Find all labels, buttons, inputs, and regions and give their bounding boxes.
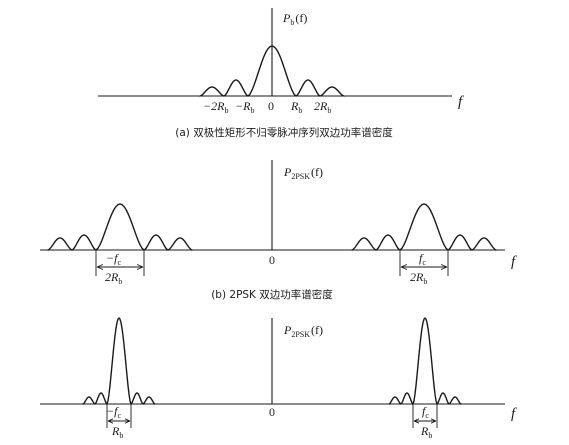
panel-b-origin-label: 0 xyxy=(269,253,275,267)
panel-a-x-label: f xyxy=(458,94,464,110)
panel-b-right-width-label: 2Rb xyxy=(410,270,427,286)
panel-c-spectrum-curve xyxy=(82,317,462,405)
panel-a-caption: (a) 双极性矩形不归零脉冲序列双边功率谱密度 xyxy=(175,126,393,139)
tick-label-neg-rb: −Rb xyxy=(235,99,254,115)
tick-label-zero: 0 xyxy=(268,99,274,113)
panel-b: P2PSK(f) f 0 −fc 2Rb fc 2Rb (b) 2PSK 双边功… xyxy=(40,160,517,301)
panel-c-left-width-label: Rb xyxy=(111,424,123,440)
panel-c-right-width-label: Rb xyxy=(420,424,432,440)
panel-b-x-label: f xyxy=(511,254,517,270)
panel-c-right-bandwidth-marker: fc Rb xyxy=(412,404,438,440)
panel-c: P2PSK(f) f 0 −fc Rb fc Rb xyxy=(40,317,517,440)
panel-b-left-bandwidth-marker: −fc 2Rb xyxy=(95,250,145,286)
panel-a-spectrum-curve xyxy=(199,45,345,97)
panel-c-x-label: f xyxy=(511,406,517,422)
panel-c-origin-label: 0 xyxy=(269,405,275,419)
panel-b-pos-center-label: fc xyxy=(419,251,426,267)
panel-a-y-label: Pb(f) xyxy=(282,11,307,27)
panel-c-left-bandwidth-marker: −fc Rb xyxy=(106,404,132,440)
panel-b-y-label: P2PSK(f) xyxy=(283,165,323,181)
panel-a: Pb(f) f −2Rb −Rb 0 Rb 2Rb (a) 双极性矩形不归零脉冲… xyxy=(98,8,464,139)
panel-c-y-label: P2PSK(f) xyxy=(283,323,323,339)
panel-b-spectrum-curve xyxy=(47,203,497,251)
panel-c-pos-center-label: fc xyxy=(422,404,429,420)
tick-label-rb: Rb xyxy=(290,99,302,115)
panel-a-tick-labels: −2Rb −Rb 0 Rb 2Rb xyxy=(203,99,331,115)
panel-c-neg-center-label: −fc xyxy=(106,404,121,420)
panel-b-caption: (b) 2PSK 双边功率谱密度 xyxy=(211,288,333,301)
tick-label-neg-2rb: −2Rb xyxy=(203,99,228,115)
panel-b-neg-center-label: −fc xyxy=(106,251,121,267)
panel-b-right-bandwidth-marker: fc 2Rb xyxy=(399,250,449,286)
tick-label-2rb: 2Rb xyxy=(314,99,331,115)
panel-b-left-width-label: 2Rb xyxy=(105,270,122,286)
